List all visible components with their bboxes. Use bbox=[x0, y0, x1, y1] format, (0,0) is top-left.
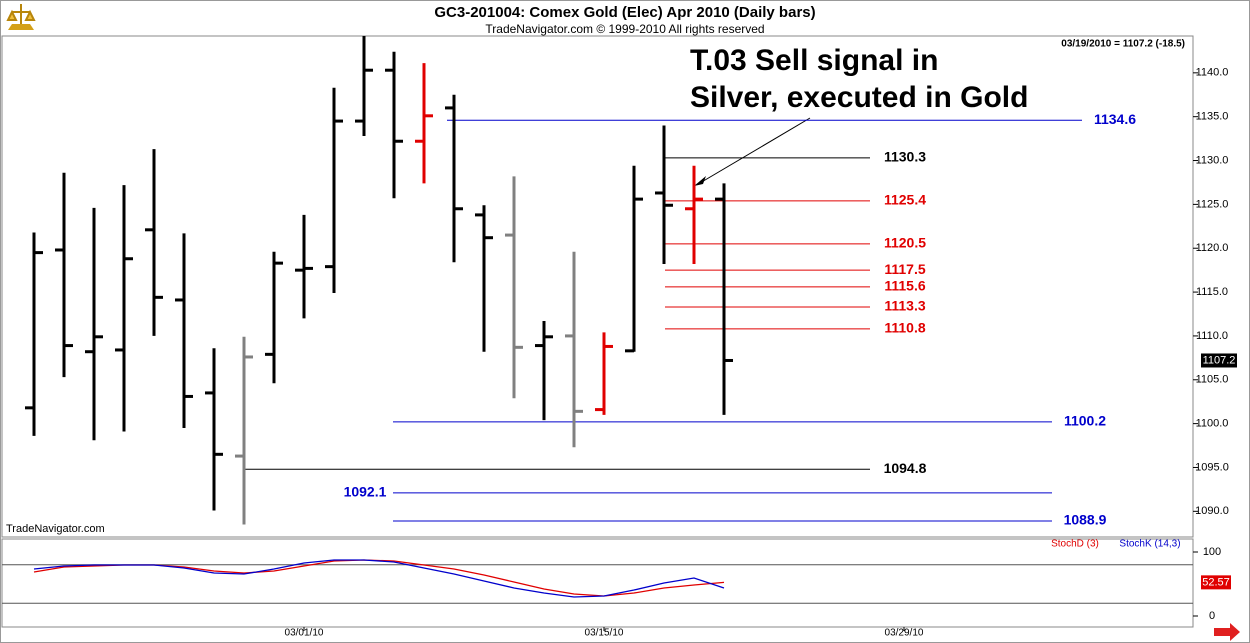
y-tick-label: 1130.0 bbox=[1196, 154, 1229, 166]
annotation: T.03 Sell signal in bbox=[690, 44, 938, 77]
y-tick-label: 1140.0 bbox=[1196, 67, 1229, 79]
y-tick-label: 1125.0 bbox=[1196, 198, 1229, 210]
last-price-box bbox=[1201, 353, 1237, 368]
level-label: 1130.3 bbox=[884, 149, 926, 165]
readout: 03/19/2010 = 1107.2 (-18.5) bbox=[1061, 39, 1185, 50]
y-tick-label: 100 bbox=[1203, 546, 1221, 558]
level-label: 1120.5 bbox=[884, 235, 926, 251]
stoch-panel bbox=[1, 538, 1194, 628]
price-panel bbox=[1, 35, 1194, 538]
annotation: Silver, executed in Gold bbox=[690, 81, 1028, 114]
chart-title: GC3-201004: Comex Gold (Elec) Apr 2010 (… bbox=[434, 4, 815, 21]
scroll-arrow[interactable] bbox=[1214, 623, 1240, 641]
stoch-line bbox=[33, 559, 725, 598]
x-tick-label: 03/01/10 bbox=[285, 628, 324, 639]
arrow-head bbox=[694, 176, 706, 186]
last-value-box bbox=[1201, 575, 1231, 590]
annotation-arrow bbox=[699, 117, 811, 184]
y-tick-label: 1115.0 bbox=[1196, 286, 1228, 298]
last-value-label: 52.57 bbox=[1202, 576, 1230, 588]
y-tick-label: 1110.0 bbox=[1196, 330, 1228, 342]
level-label: 1110.8 bbox=[884, 320, 925, 336]
level-label: 1125.4 bbox=[884, 192, 926, 208]
level-label: 1134.6 bbox=[1094, 111, 1136, 127]
y-tick-label: 1105.0 bbox=[1196, 374, 1229, 386]
last-price-label: 1107.2 bbox=[1203, 354, 1236, 366]
y-tick-label: 1120.0 bbox=[1196, 242, 1229, 254]
x-tick-label: 03/15/10 bbox=[585, 628, 624, 639]
y-tick-label: 0 bbox=[1209, 610, 1215, 622]
logo bbox=[6, 4, 36, 30]
level-label: 1094.8 bbox=[884, 460, 927, 476]
level-label: 1115.6 bbox=[884, 278, 925, 294]
y-tick-label: 1100.0 bbox=[1196, 418, 1229, 430]
x-tick-label: 03/29/10 bbox=[885, 628, 924, 639]
level-label: 1113.3 bbox=[884, 298, 925, 314]
level-label: 1092.1 bbox=[344, 484, 387, 500]
legend-entry: StochD (3) bbox=[1051, 539, 1099, 550]
level-label: 1088.9 bbox=[1064, 512, 1107, 528]
y-tick-label: 1135.0 bbox=[1196, 111, 1229, 123]
subtitle: TradeNavigator.com © 1999-2010 All right… bbox=[485, 22, 764, 36]
y-tick-label: 1090.0 bbox=[1195, 505, 1229, 517]
level-label: 1117.5 bbox=[884, 261, 925, 277]
legend-entry: StochK (14,3) bbox=[1119, 539, 1180, 550]
watermark: TradeNavigator.com bbox=[6, 523, 105, 535]
y-tick-label: 1095.0 bbox=[1195, 461, 1229, 473]
level-label: 1100.2 bbox=[1064, 413, 1106, 429]
